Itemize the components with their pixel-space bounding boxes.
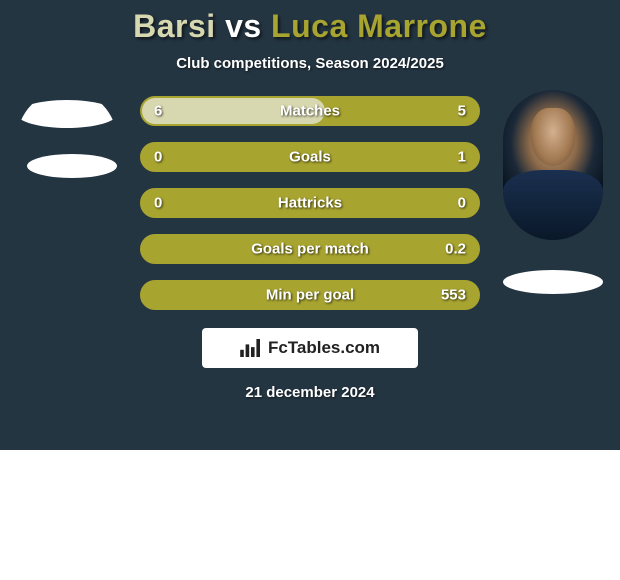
player1-name: Barsi xyxy=(133,8,216,44)
comparison-card: Barsi vs Luca Marrone Club competitions,… xyxy=(0,0,620,450)
date: 21 december 2024 xyxy=(0,384,620,401)
right-avatar-column xyxy=(498,90,608,294)
stat-row: Min per goal553 xyxy=(140,280,480,310)
stat-label: Hattricks xyxy=(142,195,478,212)
stat-right-value: 0 xyxy=(458,195,466,212)
stat-right-value: 1 xyxy=(458,149,466,166)
stat-label: Goals xyxy=(142,149,478,166)
stat-row: Goals per match0.2 xyxy=(140,234,480,264)
stat-row: 0Hattricks0 xyxy=(140,188,480,218)
player2-team-badge xyxy=(503,270,603,294)
stat-right-value: 0.2 xyxy=(445,241,466,258)
vs-text: vs xyxy=(216,8,271,44)
stat-row: 6Matches5 xyxy=(140,96,480,126)
stats-bars: 6Matches50Goals10Hattricks0Goals per mat… xyxy=(140,96,480,310)
stat-row: 0Goals1 xyxy=(140,142,480,172)
stat-label: Min per goal xyxy=(142,287,478,304)
stat-right-value: 553 xyxy=(441,287,466,304)
comparison-title: Barsi vs Luca Marrone xyxy=(0,8,620,45)
branding-text: FcTables.com xyxy=(268,338,380,358)
content-row: 6Matches50Goals10Hattricks0Goals per mat… xyxy=(0,90,620,310)
subtitle: Club competitions, Season 2024/2025 xyxy=(0,55,620,72)
left-avatar-column xyxy=(12,90,122,240)
player2-avatar xyxy=(503,90,603,240)
stat-right-value: 5 xyxy=(458,103,466,120)
stat-label: Matches xyxy=(142,103,478,120)
player1-avatar xyxy=(17,90,117,240)
stat-label: Goals per match xyxy=(142,241,478,258)
branding-badge: FcTables.com xyxy=(202,328,418,368)
bars-icon xyxy=(240,339,262,357)
player2-name: Luca Marrone xyxy=(271,8,487,44)
